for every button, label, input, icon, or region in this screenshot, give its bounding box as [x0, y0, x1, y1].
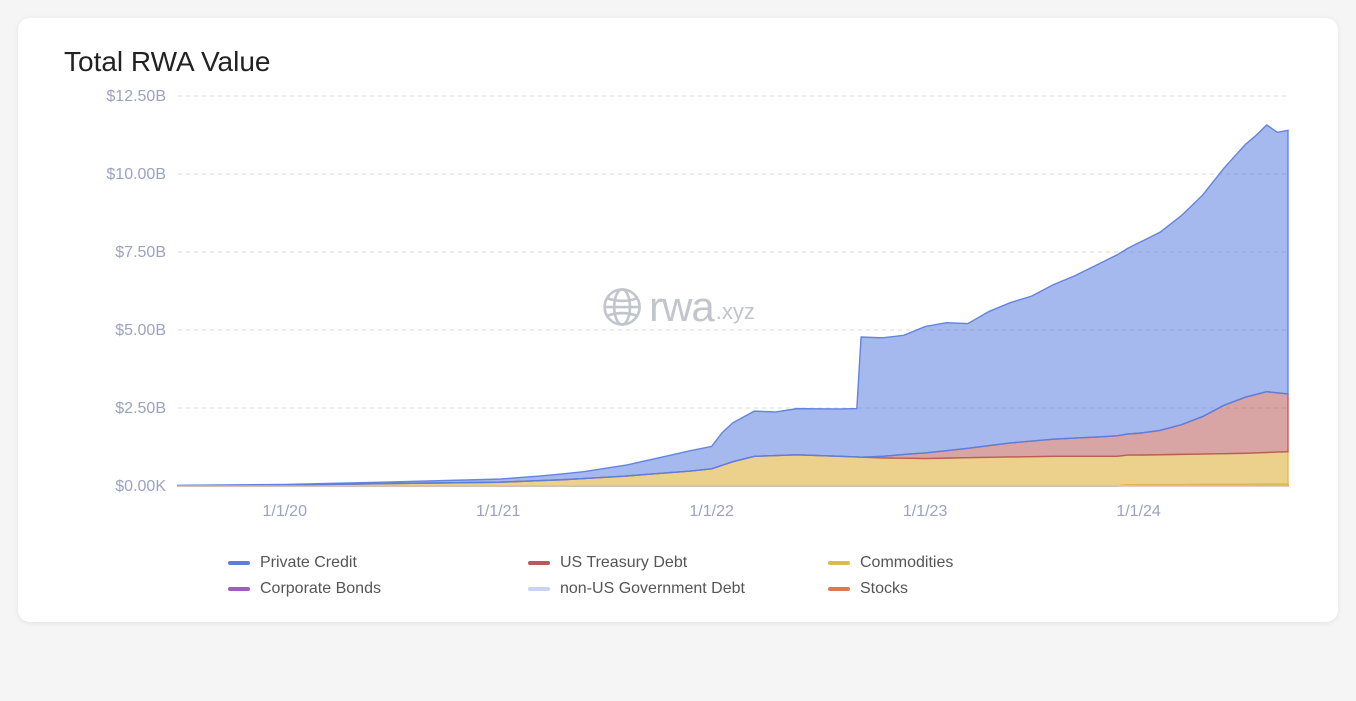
- legend-label: US Treasury Debt: [560, 554, 687, 572]
- chart-plot-area: $0.00K $2.50B $5.00B $7.50B $10.00B $12.50B 1/…: [58, 86, 1298, 546]
- legend-swatch: [228, 561, 250, 565]
- legend-label: Stocks: [860, 580, 908, 598]
- svg-text:1/1/22: 1/1/22: [689, 503, 734, 520]
- svg-text:1/1/21: 1/1/21: [476, 503, 521, 520]
- legend-label: non-US Government Debt: [560, 580, 745, 598]
- legend-label: Private Credit: [260, 554, 357, 572]
- svg-text:1/1/24: 1/1/24: [1116, 503, 1161, 520]
- legend-swatch: [528, 561, 550, 565]
- svg-text:$12.50B: $12.50B: [106, 88, 166, 105]
- legend-label: Corporate Bonds: [260, 580, 381, 598]
- svg-text:1/1/20: 1/1/20: [262, 503, 307, 520]
- legend-swatch: [828, 587, 850, 591]
- legend-item[interactable]: Stocks: [828, 580, 1128, 598]
- svg-text:$2.50B: $2.50B: [115, 400, 166, 417]
- svg-text:$7.50B: $7.50B: [115, 244, 166, 261]
- svg-text:1/1/23: 1/1/23: [903, 503, 948, 520]
- svg-text:$5.00B: $5.00B: [115, 322, 166, 339]
- legend-item[interactable]: Commodities: [828, 554, 1128, 572]
- area-chart-svg: $0.00K $2.50B $5.00B $7.50B $10.00B $12.50B 1/…: [58, 86, 1298, 546]
- legend-item[interactable]: Private Credit: [228, 554, 528, 572]
- legend-swatch: [828, 561, 850, 565]
- legend-item[interactable]: non-US Government Debt: [528, 580, 828, 598]
- svg-text:$10.00B: $10.00B: [106, 166, 166, 183]
- chart-card: Total RWA Value $0.00K $2.50B $5.00B $7.50B…: [18, 18, 1338, 622]
- svg-text:$0.00K: $0.00K: [115, 478, 166, 495]
- chart-title: Total RWA Value: [64, 46, 1298, 78]
- legend-swatch: [528, 587, 550, 591]
- legend-swatch: [228, 587, 250, 591]
- legend-item[interactable]: US Treasury Debt: [528, 554, 828, 572]
- chart-legend: Private Credit US Treasury Debt Commoditie…: [228, 554, 1228, 598]
- legend-item[interactable]: Corporate Bonds: [228, 580, 528, 598]
- legend-label: Commodities: [860, 554, 953, 572]
